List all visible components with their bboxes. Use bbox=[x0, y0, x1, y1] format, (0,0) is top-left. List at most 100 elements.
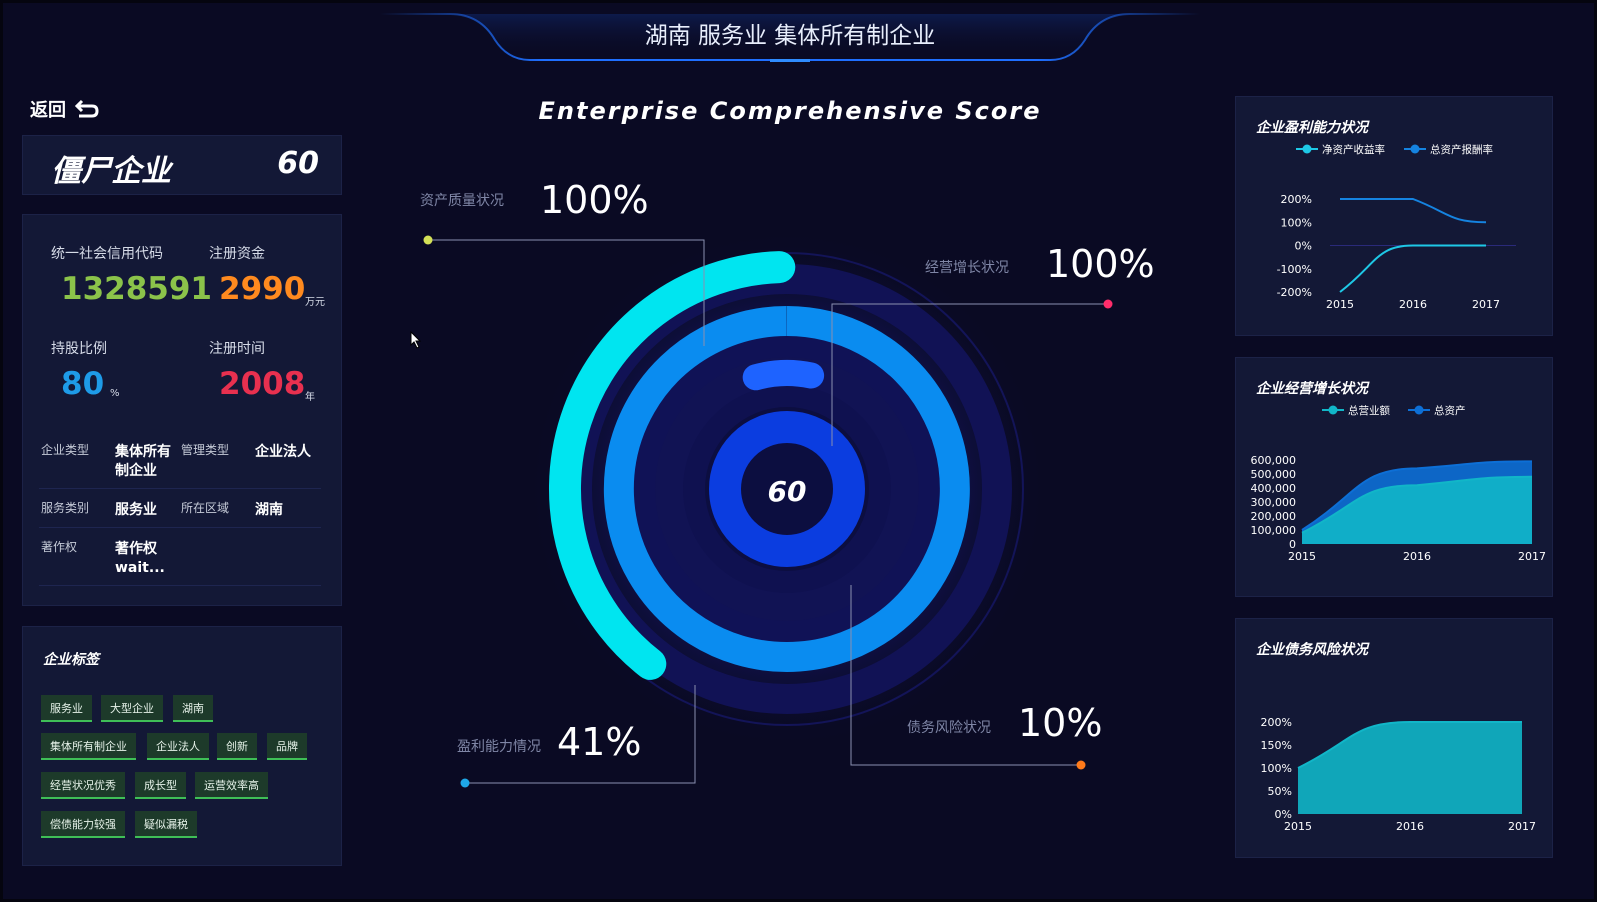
line-series-0 bbox=[1301, 475, 1533, 534]
legend-marker bbox=[1414, 405, 1424, 415]
x-tick-label: 2016 bbox=[1403, 550, 1431, 563]
tag-item[interactable]: 企业法人 bbox=[147, 733, 209, 760]
tag-item[interactable]: 疑似漏税 bbox=[135, 811, 197, 838]
y-tick-label: 0% bbox=[1295, 240, 1312, 253]
tag-item[interactable]: 经营状况优秀 bbox=[41, 772, 125, 799]
score-ring-chart: 60 bbox=[423, 229, 1113, 788]
back-button[interactable]: 返回 bbox=[30, 96, 100, 122]
connector-debt-risk bbox=[850, 585, 1081, 766]
score-chart-title: Enterprise Comprehensive Score bbox=[538, 97, 1042, 125]
line-series-1 bbox=[1340, 198, 1487, 224]
legend-marker bbox=[1328, 405, 1338, 415]
info-panel: 统一社会信用代码 1328591 注册资金 2990 万元 持股比例 80 % … bbox=[22, 214, 342, 606]
copyright-value: 著作权 wait... bbox=[115, 541, 165, 576]
capital-unit: 万元 bbox=[305, 297, 325, 308]
y-tick-label: 200% bbox=[1261, 716, 1292, 729]
y-tick-label: 0 bbox=[1289, 538, 1296, 551]
company-type-label: 企业类型 bbox=[41, 443, 90, 457]
connector-profitability bbox=[465, 685, 696, 784]
company-type-value: 集体所有 制企业 bbox=[115, 444, 171, 479]
indicator-asset-quality-label: 资产质量状况 bbox=[420, 193, 504, 209]
back-arrow-icon bbox=[74, 99, 99, 118]
y-tick-label: 50% bbox=[1268, 785, 1292, 798]
dot-profitability bbox=[460, 778, 470, 788]
debt-risk-chart: 200% 150% 100% 50% 0%2015 2016 2017 bbox=[1261, 716, 1536, 833]
legend-label: 总资产 bbox=[1434, 404, 1466, 417]
profitability-chart: 200% 100% 0% -100% -200% 2015 2016 2017 净资产收益率 总资… bbox=[1277, 143, 1516, 311]
ring-arc-debt-risk bbox=[709, 411, 865, 567]
tag-item[interactable]: 大型企业 bbox=[101, 695, 163, 722]
tag-item[interactable]: 品牌 bbox=[267, 733, 307, 760]
header-decoration bbox=[380, 13, 1200, 62]
zombie-card: 僵尸企业 60 bbox=[22, 135, 342, 195]
indicator-profitability-value: 41% bbox=[557, 720, 642, 764]
y-tick-label: -200% bbox=[1277, 286, 1312, 299]
tags-title: 企业标签 bbox=[43, 652, 99, 668]
area-series-0 bbox=[1298, 722, 1522, 814]
tag-item[interactable]: 成长型 bbox=[135, 772, 186, 799]
zombie-score: 60 bbox=[277, 146, 319, 181]
x-tick-label: 2016 bbox=[1396, 820, 1424, 833]
line-series-0 bbox=[1339, 244, 1486, 293]
page-title: 湖南 服务业 集体所有制企业 bbox=[644, 23, 936, 49]
legend-label: 总资产报酬率 bbox=[1430, 143, 1493, 156]
service-category-value: 服务业 bbox=[115, 502, 157, 518]
indicator-debt-risk-value: 10% bbox=[1018, 701, 1103, 745]
connector-business-growth bbox=[831, 303, 1108, 446]
y-tick-label: 200% bbox=[1281, 193, 1312, 206]
tag-item[interactable]: 偿债能力较强 bbox=[41, 811, 125, 838]
management-type-label: 管理类型 bbox=[181, 443, 230, 457]
y-tick-label: -100% bbox=[1277, 263, 1312, 276]
back-label: 返回 bbox=[30, 100, 66, 121]
copyright-label: 著作权 bbox=[41, 540, 78, 554]
x-tick-label: 2015 bbox=[1326, 298, 1354, 311]
header: 湖南 服务业 集体所有制企业 bbox=[380, 0, 1200, 72]
reg-time-label: 注册时间 bbox=[209, 341, 265, 357]
y-tick-label: 100% bbox=[1261, 762, 1292, 775]
dot-debt-risk bbox=[1076, 760, 1086, 770]
y-tick-label: 100,000 bbox=[1251, 524, 1297, 537]
x-tick-label: 2015 bbox=[1284, 820, 1312, 833]
tag-item[interactable]: 运营效率高 bbox=[195, 772, 268, 799]
y-tick-label: 300,000 bbox=[1251, 496, 1297, 509]
ring-arc-asset-quality bbox=[549, 251, 796, 680]
tag-item[interactable]: 服务业 bbox=[41, 695, 92, 722]
x-tick-label: 2017 bbox=[1508, 820, 1536, 833]
profitability-panel: 企业盈利能力状况 200% 100% 0% -100% -200% 2015 2016 201… bbox=[1235, 96, 1553, 336]
zombie-label: 僵尸企业 bbox=[51, 154, 171, 189]
x-tick-label: 2016 bbox=[1399, 298, 1427, 311]
ring-arc-profitability bbox=[742, 359, 825, 391]
mouse-cursor-icon bbox=[410, 331, 422, 349]
credit-code-label: 统一社会信用代码 bbox=[51, 246, 163, 262]
share-value: 80 bbox=[61, 366, 105, 402]
tags-panel: 企业标签 服务业 大型企业 湖南 集体所有制企业 企业法人 创新 品牌 经营状况… bbox=[22, 626, 342, 866]
share-label: 持股比例 bbox=[51, 341, 107, 357]
growth-chart-title: 企业经营增长状况 bbox=[1256, 381, 1368, 397]
y-tick-label: 500,000 bbox=[1251, 468, 1297, 481]
region-label: 所在区域 bbox=[181, 501, 230, 515]
debt-risk-panel: 企业债务风险状况 200% 150% 100% 50% 0% 2015 2016 2017 bbox=[1235, 618, 1553, 858]
legend-marker bbox=[1410, 144, 1420, 154]
credit-code-value: 1328591 bbox=[61, 271, 212, 307]
line-series-0 bbox=[1297, 721, 1522, 769]
divider bbox=[39, 527, 321, 528]
indicator-business-growth-value: 100% bbox=[1046, 242, 1155, 286]
growth-panel: 企业经营增长状况 600,000 500,000 400,000 300,000 200… bbox=[1235, 357, 1553, 597]
legend-label: 净资产收益率 bbox=[1322, 143, 1385, 156]
reg-time-unit: 年 bbox=[305, 392, 315, 403]
legend-label: 总营业额 bbox=[1348, 404, 1390, 417]
tag-item[interactable]: 湖南 bbox=[173, 695, 213, 722]
x-tick-label: 2015 bbox=[1288, 550, 1316, 563]
y-tick-label: 100% bbox=[1281, 216, 1312, 229]
divider bbox=[39, 585, 321, 586]
indicator-debt-risk-label: 债务风险状况 bbox=[907, 720, 991, 736]
tag-item[interactable]: 集体所有制企业 bbox=[41, 733, 136, 760]
connector-asset-quality bbox=[428, 239, 705, 346]
tag-item[interactable]: 创新 bbox=[217, 733, 257, 760]
ring-center-value: 60 bbox=[768, 475, 807, 508]
legend-marker bbox=[1302, 144, 1312, 154]
profitability-chart-title: 企业盈利能力状况 bbox=[1256, 120, 1368, 136]
management-type-value: 企业法人 bbox=[255, 444, 311, 460]
divider bbox=[39, 488, 321, 489]
y-tick-label: 0% bbox=[1275, 808, 1292, 821]
